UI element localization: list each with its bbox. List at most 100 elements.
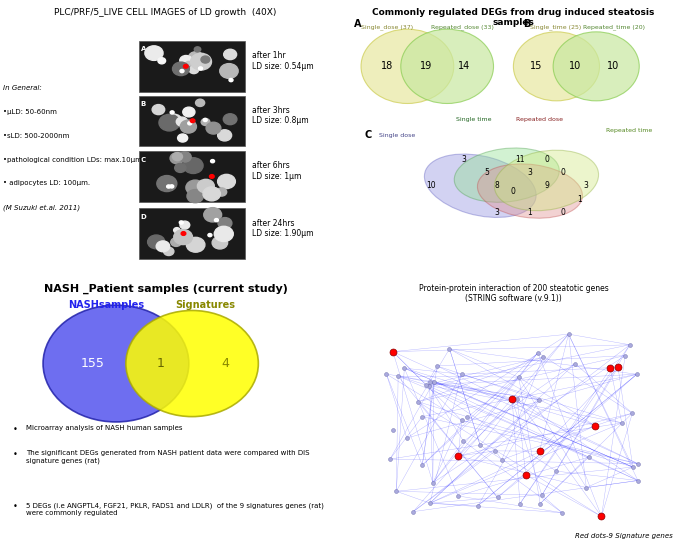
- Circle shape: [177, 117, 187, 126]
- Circle shape: [186, 61, 191, 66]
- Circle shape: [186, 237, 205, 252]
- Circle shape: [513, 32, 600, 101]
- Text: after 24hrs
LD size: 1.90μm: after 24hrs LD size: 1.90μm: [252, 219, 313, 238]
- Circle shape: [201, 56, 210, 63]
- Point: [399, 364, 410, 373]
- Text: 3: 3: [584, 181, 589, 190]
- Point: [583, 453, 594, 461]
- Circle shape: [187, 189, 204, 203]
- Text: Single_time (25): Single_time (25): [530, 24, 581, 29]
- Point: [534, 395, 545, 404]
- Circle shape: [229, 78, 233, 82]
- Circle shape: [170, 185, 174, 188]
- Point: [534, 447, 545, 455]
- Point: [605, 364, 616, 373]
- Point: [581, 483, 591, 492]
- Point: [512, 395, 523, 404]
- Circle shape: [159, 114, 180, 131]
- Text: 0: 0: [544, 154, 549, 164]
- Circle shape: [180, 55, 192, 66]
- Text: 4: 4: [221, 357, 230, 370]
- Point: [507, 395, 517, 404]
- Circle shape: [145, 46, 163, 60]
- Text: 9: 9: [544, 181, 549, 190]
- Circle shape: [186, 180, 204, 195]
- Text: 1: 1: [577, 195, 582, 203]
- Text: 15: 15: [530, 61, 543, 71]
- Text: Repeated_time (20): Repeated_time (20): [583, 24, 645, 29]
- Point: [424, 382, 435, 391]
- Circle shape: [174, 227, 180, 233]
- Circle shape: [188, 122, 191, 125]
- Circle shape: [210, 159, 215, 163]
- Circle shape: [204, 208, 221, 222]
- Text: 3: 3: [494, 208, 499, 217]
- Point: [507, 395, 517, 404]
- Text: 11: 11: [515, 154, 525, 164]
- Circle shape: [174, 230, 192, 245]
- Point: [605, 364, 616, 373]
- Circle shape: [183, 158, 203, 174]
- Point: [617, 419, 627, 428]
- Point: [620, 351, 631, 360]
- Text: 1: 1: [157, 357, 164, 370]
- Text: Single_dose (37): Single_dose (37): [361, 24, 413, 29]
- Text: Repeated time: Repeated time: [606, 128, 653, 133]
- Text: NASH _Patient samples (current study): NASH _Patient samples (current study): [43, 284, 287, 294]
- Circle shape: [188, 52, 204, 64]
- Point: [520, 471, 531, 479]
- Point: [408, 507, 419, 516]
- Circle shape: [401, 29, 494, 103]
- Circle shape: [172, 62, 189, 76]
- Circle shape: [152, 104, 165, 115]
- Text: A: A: [354, 18, 362, 29]
- Circle shape: [170, 238, 181, 246]
- Point: [535, 499, 546, 508]
- Point: [563, 330, 574, 338]
- Text: •: •: [14, 502, 18, 511]
- Point: [632, 459, 643, 468]
- Circle shape: [223, 114, 237, 125]
- Text: Repeated dose: Repeated dose: [517, 117, 564, 122]
- Text: 155: 155: [81, 357, 105, 370]
- Point: [538, 353, 549, 362]
- FancyBboxPatch shape: [139, 41, 245, 91]
- Text: NASHsamples: NASHsamples: [68, 300, 144, 310]
- Point: [473, 502, 483, 510]
- Text: 0: 0: [511, 187, 516, 195]
- Point: [456, 370, 467, 379]
- Ellipse shape: [454, 148, 559, 202]
- Circle shape: [198, 180, 215, 193]
- Point: [515, 499, 526, 508]
- Text: 0: 0: [561, 208, 566, 217]
- Point: [589, 422, 600, 430]
- Point: [401, 434, 412, 442]
- FancyBboxPatch shape: [139, 96, 245, 146]
- Circle shape: [180, 221, 189, 229]
- Circle shape: [210, 175, 214, 178]
- Circle shape: [190, 119, 195, 122]
- Text: after 1hr
LD size: 0.54μm: after 1hr LD size: 0.54μm: [252, 51, 313, 71]
- Text: 19: 19: [420, 61, 432, 71]
- Text: PLC/PRF/5_LIVE CELL IMAGES of LD growth  (40X): PLC/PRF/5_LIVE CELL IMAGES of LD growth …: [54, 8, 277, 17]
- Circle shape: [179, 221, 183, 224]
- Circle shape: [203, 187, 221, 201]
- Circle shape: [147, 235, 165, 249]
- Text: 0: 0: [561, 168, 566, 177]
- Circle shape: [217, 175, 236, 189]
- Circle shape: [189, 66, 199, 73]
- Point: [417, 412, 428, 421]
- Text: 10: 10: [568, 61, 581, 71]
- Circle shape: [191, 53, 211, 70]
- Circle shape: [156, 241, 170, 252]
- Text: •: •: [14, 424, 18, 434]
- Point: [536, 491, 547, 499]
- Point: [627, 409, 638, 418]
- Point: [412, 397, 423, 406]
- Text: 10: 10: [606, 61, 619, 71]
- Circle shape: [179, 152, 191, 162]
- Circle shape: [43, 305, 189, 422]
- Point: [424, 499, 435, 508]
- Text: 18: 18: [382, 61, 394, 71]
- Text: Microarray analysis of NASH human samples: Microarray analysis of NASH human sample…: [26, 424, 183, 431]
